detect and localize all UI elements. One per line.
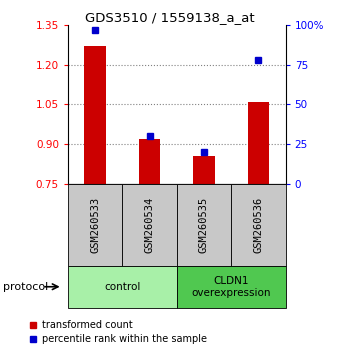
Bar [248,102,269,184]
Text: control: control [104,282,140,292]
Text: GDS3510 / 1559138_a_at: GDS3510 / 1559138_a_at [85,11,255,24]
Bar [177,184,231,266]
Bar [139,139,160,184]
Legend: transformed count, percentile rank within the sample: transformed count, percentile rank withi… [25,316,211,348]
Bar [231,184,286,266]
Text: GSM260535: GSM260535 [199,197,209,253]
Bar [68,266,177,308]
Bar [193,156,215,184]
Text: CLDN1
overexpression: CLDN1 overexpression [191,276,271,298]
Bar [177,266,286,308]
Text: GSM260533: GSM260533 [90,197,100,253]
Bar [84,46,106,184]
Text: protocol: protocol [3,282,49,292]
Bar [122,184,177,266]
Bar [68,184,122,266]
Text: GSM260534: GSM260534 [144,197,155,253]
Text: GSM260536: GSM260536 [253,197,264,253]
